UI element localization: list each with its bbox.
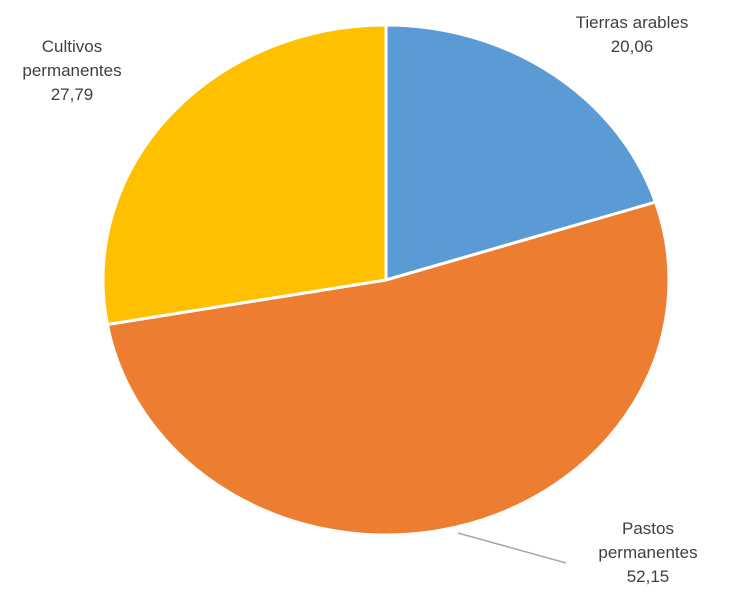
data-label: Pastos permanentes 52,15 bbox=[598, 519, 697, 586]
data-label: Tierras arables 20,06 bbox=[576, 13, 689, 56]
leader-line bbox=[457, 532, 567, 564]
data-label-category: permanentes bbox=[22, 61, 121, 80]
pie-slice bbox=[105, 200, 671, 537]
data-label-category: Cultivos bbox=[42, 37, 102, 56]
data-label: Cultivos permanentes 27,79 bbox=[22, 37, 121, 104]
data-label-category: Pastos bbox=[622, 519, 674, 538]
data-labels: Tierras arables 20,06 Pastos permanentes 52,… bbox=[22, 13, 697, 586]
data-label-value: 52,15 bbox=[627, 567, 670, 586]
pie-slices bbox=[101, 23, 671, 537]
pie-slice bbox=[101, 23, 388, 326]
data-label-value: 20,06 bbox=[611, 37, 654, 56]
data-label-value: 27,79 bbox=[51, 85, 94, 104]
pie-slice bbox=[384, 23, 657, 282]
data-label-category: Tierras arables bbox=[576, 13, 689, 32]
data-label-category: permanentes bbox=[598, 543, 697, 562]
